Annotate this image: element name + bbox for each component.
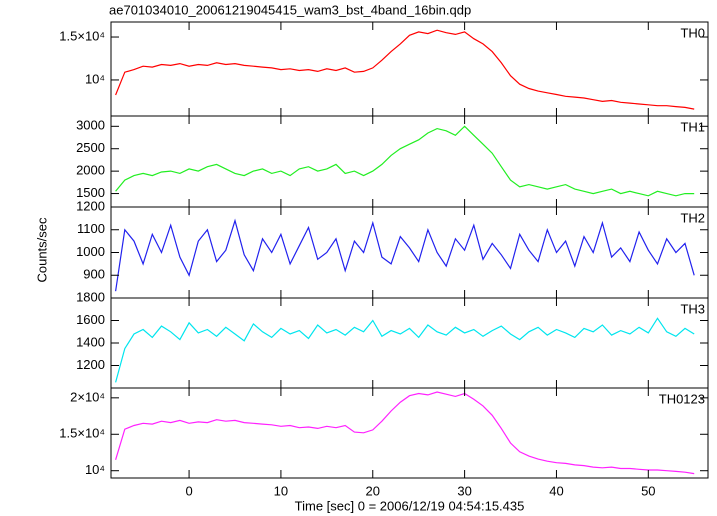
y-tick-label: 1000 — [76, 244, 105, 259]
x-tick-label: 20 — [366, 483, 380, 498]
y-tick-label: 900 — [83, 267, 105, 282]
y-tick-label: 1.5×10⁴ — [59, 28, 105, 43]
panel-label: TH3 — [680, 301, 705, 316]
y-tick-label: 2000 — [76, 163, 105, 178]
light-curve — [115, 125, 695, 197]
y-tick-label: 1800 — [76, 289, 105, 304]
y-tick-label: 1100 — [77, 221, 105, 236]
y-tick-label: 2×10⁴ — [70, 389, 105, 404]
y-tick-label: 1.5×10⁴ — [59, 426, 105, 441]
y-tick-label: 1200 — [76, 357, 105, 372]
x-tick-label: 10 — [274, 483, 288, 498]
x-tick-label: 50 — [641, 483, 655, 498]
y-axis-label: Counts/sec — [34, 217, 49, 283]
panel-label: TH0123 — [659, 391, 705, 406]
x-tick-label: 40 — [549, 483, 563, 498]
y-tick-label: 1200 — [76, 198, 105, 213]
x-axis-label: Time [sec] 0 = 2006/12/19 04:54:15.435 — [295, 498, 525, 513]
panel-label: TH1 — [680, 119, 705, 134]
y-tick-label: 1500 — [76, 185, 105, 200]
panel-frame — [110, 206, 709, 299]
y-tick-label: 10⁴ — [85, 462, 105, 477]
panel-frame — [110, 115, 709, 208]
panel-frame — [110, 387, 709, 479]
light-curve — [115, 317, 695, 383]
panel-label: TH2 — [680, 210, 705, 225]
panel-label: TH0 — [680, 25, 705, 40]
x-tick-label: 30 — [457, 483, 471, 498]
light-curve — [115, 218, 695, 292]
x-tick-label: 0 — [185, 483, 192, 498]
panel-frame — [110, 297, 709, 389]
y-tick-label: 3000 — [76, 118, 105, 133]
y-tick-label: 10⁴ — [85, 71, 105, 86]
y-tick-label: 1600 — [76, 312, 105, 327]
y-tick-label: 2500 — [76, 140, 105, 155]
y-tick-label: 1400 — [76, 334, 105, 349]
light-curve — [115, 391, 695, 475]
light-curve — [115, 29, 695, 110]
chart-title: ae701034010_20061219045415_wam3_bst_4ban… — [109, 2, 471, 17]
